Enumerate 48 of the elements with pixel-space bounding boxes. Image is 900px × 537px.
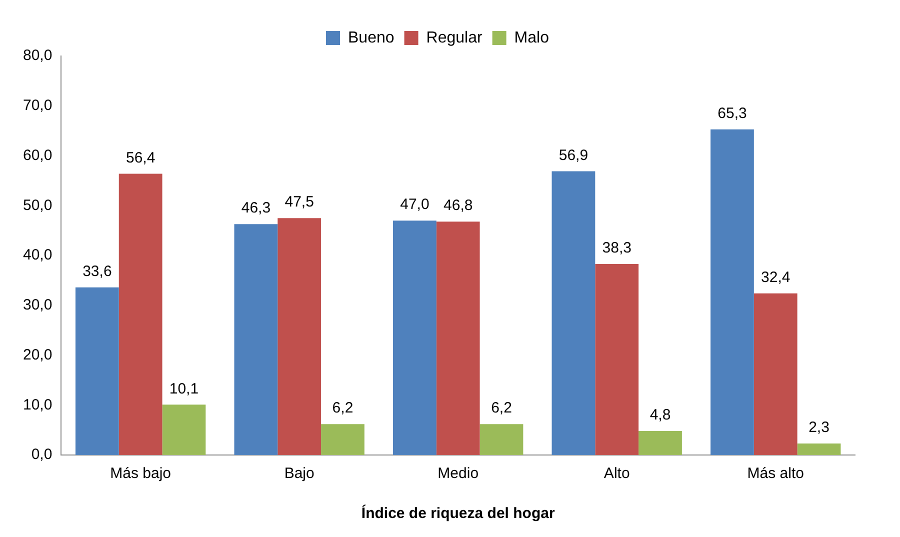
data-label: 32,4: [761, 269, 790, 286]
data-label: 6,2: [332, 400, 354, 417]
data-label: 38,3: [602, 240, 632, 257]
bar: [797, 444, 841, 455]
data-label: 65,3: [718, 104, 747, 122]
x-tick-label: Más alto: [747, 465, 804, 482]
bar: [710, 129, 754, 455]
data-label: 47,5: [284, 194, 314, 211]
bar: [638, 431, 682, 455]
bar: [75, 287, 119, 455]
bar: [595, 264, 639, 455]
legend-label: Bueno: [348, 29, 394, 46]
x-tick-label: Alto: [604, 465, 630, 482]
data-label: 56,4: [126, 149, 156, 166]
y-tick-label: 80,0: [22, 47, 52, 64]
data-label: 33,6: [82, 263, 112, 280]
data-label: 4,8: [650, 406, 671, 424]
data-label: 56,9: [558, 146, 588, 164]
bar: [278, 218, 322, 455]
x-axis-title: Índice de riqueza del hogar: [361, 504, 555, 522]
y-tick-label: 10,0: [22, 396, 52, 414]
y-tick-label: 0,0: [31, 446, 52, 464]
y-tick-label: 50,0: [22, 196, 52, 214]
legend-label: Malo: [514, 29, 550, 46]
data-label: 6,2: [491, 400, 512, 417]
x-tick-label: Bajo: [284, 465, 314, 482]
bar: [162, 404, 206, 455]
y-tick-label: 60,0: [22, 146, 52, 164]
y-tick-label: 70,0: [22, 97, 52, 114]
x-tick-label: Medio: [438, 465, 479, 482]
legend-label: Regular: [426, 29, 483, 46]
bar: [234, 224, 278, 455]
y-tick-label: 30,0: [22, 296, 52, 314]
y-tick-label: 40,0: [22, 246, 52, 264]
data-label: 46,8: [443, 197, 473, 214]
bar: [754, 293, 798, 455]
bar: [393, 220, 436, 455]
data-label: 10,1: [169, 380, 199, 398]
data-label: 46,3: [241, 200, 271, 217]
data-label: 47,0: [400, 196, 430, 214]
bar: [321, 424, 364, 455]
x-tick-label: Más bajo: [110, 465, 172, 482]
data-label: 2,3: [808, 419, 830, 436]
bar: [480, 424, 524, 455]
bar: [436, 222, 480, 455]
bar: [118, 174, 162, 455]
bar: [552, 171, 596, 455]
y-tick-label: 20,0: [22, 346, 52, 364]
